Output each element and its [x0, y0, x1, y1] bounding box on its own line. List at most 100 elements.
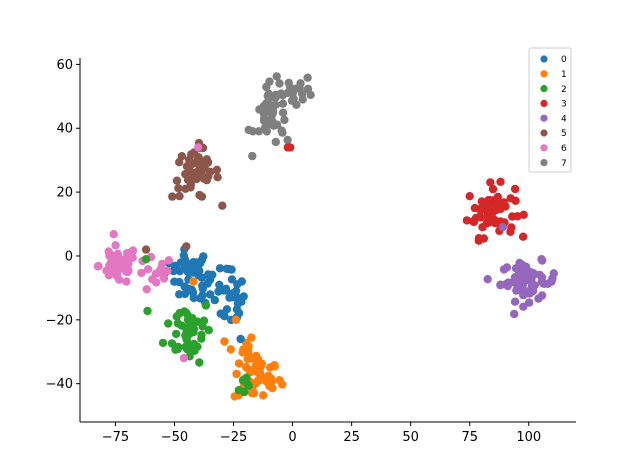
point-class-6: [122, 277, 131, 286]
point-class-3: [462, 216, 472, 225]
point-class-4: [527, 277, 536, 286]
point-class-7: [278, 128, 287, 137]
point-class-2: [197, 330, 206, 340]
point-class-0: [206, 290, 215, 299]
point-class-5: [182, 242, 191, 251]
point-class-7: [263, 91, 272, 101]
point-class-1: [232, 369, 241, 379]
point-class-6: [143, 265, 153, 274]
point-class-7: [278, 99, 288, 108]
legend-marker-0: [540, 55, 548, 63]
y-tick-label: 40: [56, 122, 73, 137]
point-class-2: [143, 306, 152, 316]
point-class-6: [114, 253, 124, 263]
point-class-1: [253, 355, 263, 364]
x-tick-label: 50: [402, 430, 419, 445]
point-class-4: [515, 258, 524, 268]
point-class-3: [486, 178, 495, 187]
point-class-3: [488, 184, 498, 194]
y-tick-label: −20: [46, 313, 73, 328]
point-class-3: [510, 184, 520, 194]
point-class-5: [141, 245, 151, 254]
point-class-0: [198, 291, 207, 300]
point-class-2: [195, 358, 204, 367]
point-class-2: [185, 340, 194, 349]
legend-label-6: 6: [561, 144, 567, 154]
point-class-7: [262, 82, 271, 92]
point-class-3: [484, 204, 493, 213]
point-class-7: [261, 123, 270, 132]
point-class-0: [175, 290, 184, 299]
point-class-2: [158, 338, 168, 348]
point-class-7: [288, 89, 297, 98]
point-class-1: [220, 337, 229, 346]
point-class-0: [228, 289, 237, 298]
y-axis-ticks: −40 −20 0 20 40 60: [46, 58, 80, 392]
y-tick-label: 0: [65, 249, 73, 264]
point-class-0: [236, 334, 245, 344]
legend-marker-2: [540, 85, 548, 93]
point-class-3: [519, 210, 528, 219]
point-class-6: [137, 268, 146, 278]
point-class-3: [506, 194, 515, 203]
legend-label-7: 7: [561, 159, 567, 169]
point-class-6: [163, 266, 172, 276]
point-class-6: [142, 285, 151, 294]
point-class-4: [549, 269, 558, 278]
point-class-0: [175, 267, 184, 276]
point-class-2: [204, 326, 213, 335]
point-class-4: [525, 298, 534, 307]
point-class-0: [215, 264, 225, 273]
point-class-4: [510, 273, 520, 282]
point-class-4: [518, 271, 527, 280]
x-tick-label: −50: [161, 430, 188, 445]
point-class-4: [513, 281, 522, 290]
point-class-2: [242, 373, 251, 382]
point-class-5: [213, 173, 222, 182]
point-class-4: [519, 302, 528, 311]
point-class-1: [189, 277, 198, 286]
point-class-7: [269, 121, 279, 130]
point-class-6: [164, 256, 174, 265]
point-class-0: [176, 258, 186, 267]
point-class-7: [283, 135, 292, 145]
point-class-5: [175, 158, 184, 167]
point-class-3: [506, 227, 515, 236]
point-class-5: [183, 175, 193, 184]
legend: 0 1 2 3 4 5 6 7: [528, 47, 572, 173]
point-class-3: [476, 205, 486, 215]
x-tick-label: −75: [102, 430, 129, 445]
point-class-1: [259, 391, 268, 400]
point-class-0: [179, 251, 188, 260]
legend-frame: [528, 47, 572, 173]
point-class-1: [231, 315, 241, 324]
point-class-4: [510, 297, 520, 306]
point-class-7: [271, 90, 280, 100]
point-class-7: [278, 108, 288, 117]
point-class-2: [198, 322, 207, 331]
point-class-0: [222, 305, 232, 314]
point-class-5: [193, 155, 202, 164]
point-class-3: [286, 143, 295, 152]
point-class-1: [249, 389, 259, 398]
point-class-5: [175, 191, 184, 201]
point-class-2: [164, 319, 173, 328]
point-class-4: [538, 256, 547, 265]
point-class-6: [119, 264, 129, 274]
point-class-7: [303, 73, 312, 82]
point-class-6: [128, 253, 137, 262]
point-class-7: [259, 109, 268, 118]
point-class-4: [483, 275, 492, 284]
point-class-3: [508, 212, 517, 221]
point-class-1: [234, 359, 244, 368]
point-class-7: [306, 90, 315, 100]
point-class-0: [220, 312, 229, 321]
point-class-4: [499, 265, 509, 274]
point-class-3: [518, 232, 528, 241]
point-class-3: [496, 177, 505, 186]
point-class-0: [189, 258, 198, 267]
point-class-5: [168, 192, 177, 201]
point-class-0: [193, 264, 203, 273]
data-points: [93, 72, 558, 401]
point-class-0: [198, 284, 207, 293]
